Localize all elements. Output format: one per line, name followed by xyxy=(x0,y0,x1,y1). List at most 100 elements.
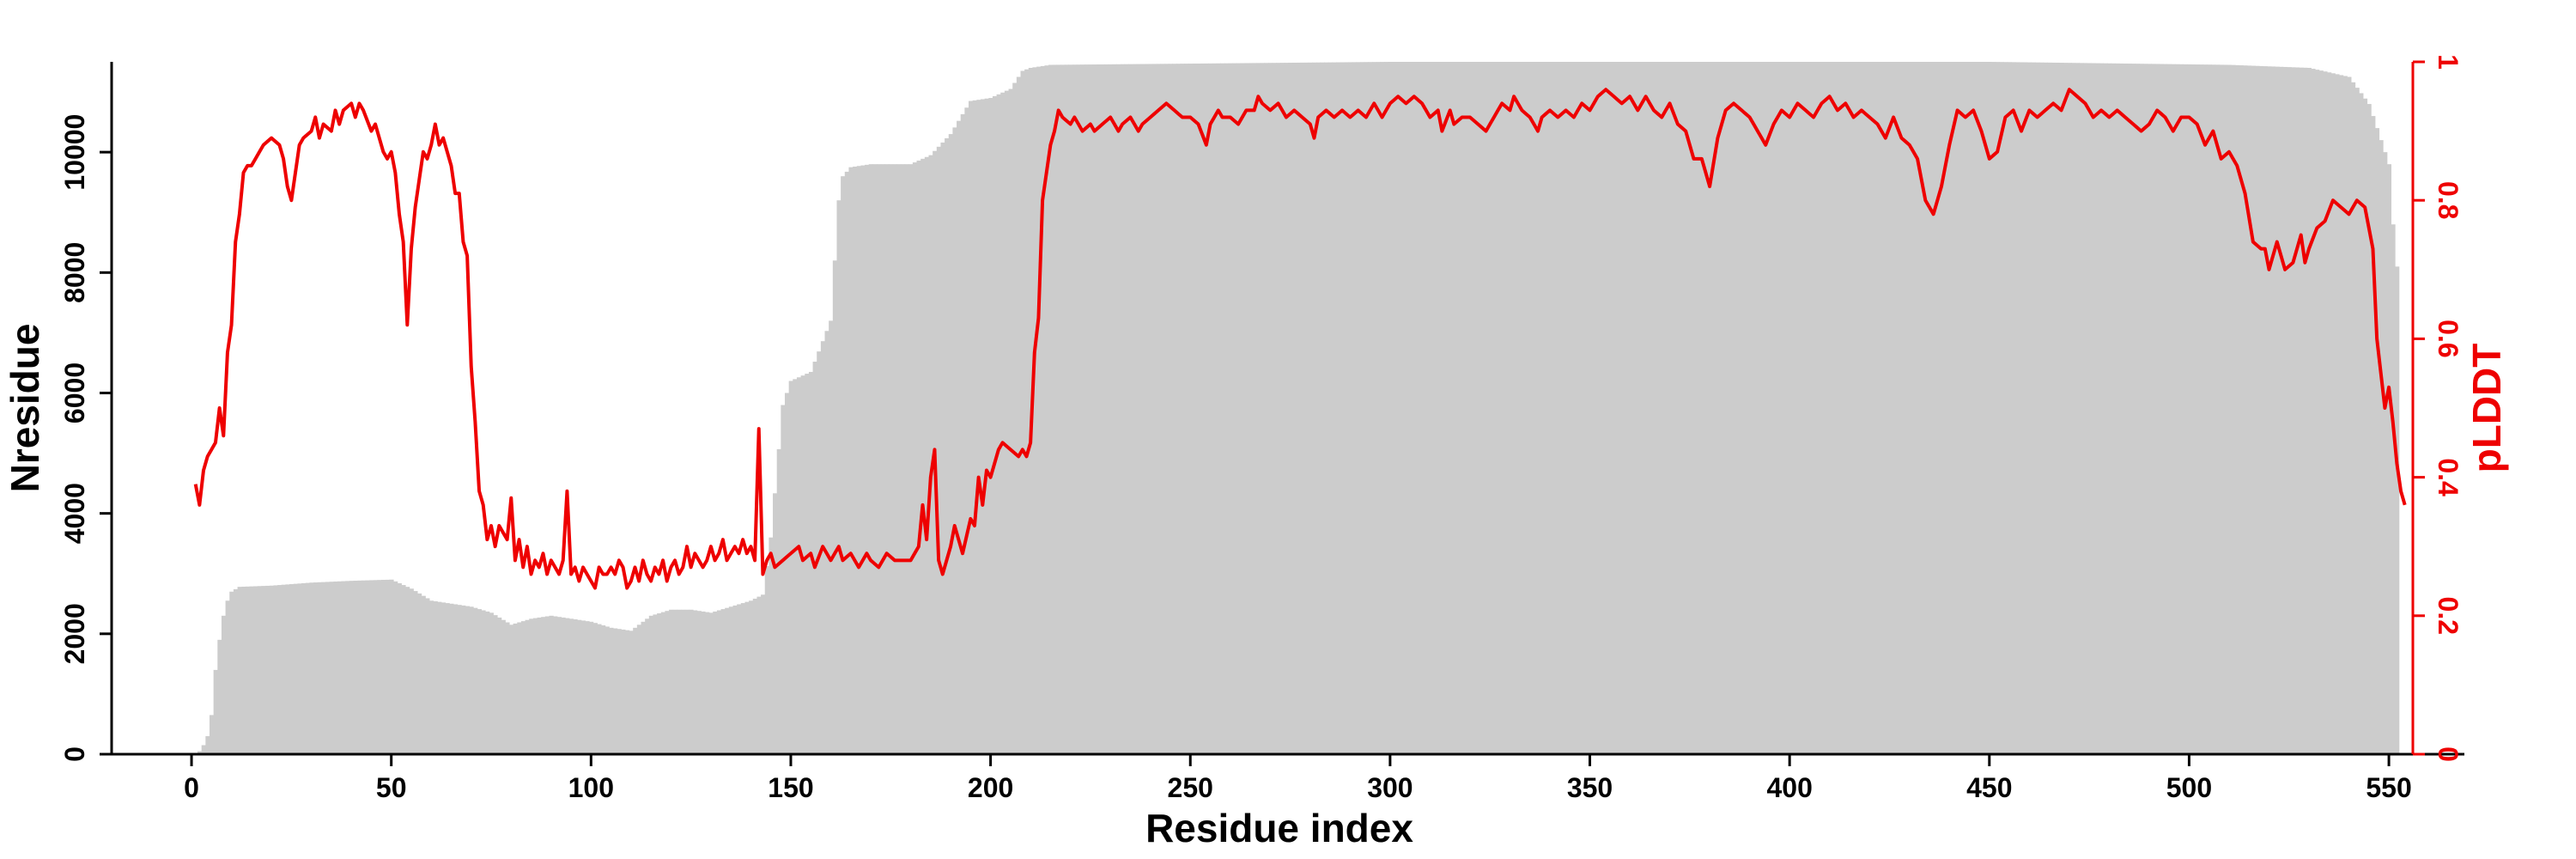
nresidue-bar xyxy=(245,586,251,754)
nresidue-bar xyxy=(2239,65,2244,754)
nresidue-bar xyxy=(1795,62,1801,754)
nresidue-bar xyxy=(1136,64,1141,755)
nresidue-bar xyxy=(2234,64,2240,755)
y-left-tick-label: 6000 xyxy=(59,362,90,423)
nresidue-bar xyxy=(1871,62,1876,754)
nresidue-bar xyxy=(2267,66,2272,754)
nresidue-bar xyxy=(2199,64,2204,755)
nresidue-bar xyxy=(896,164,902,754)
nresidue-bar xyxy=(2342,76,2348,755)
nresidue-bar xyxy=(1124,64,1129,755)
nresidue-bar xyxy=(1847,62,1852,754)
nresidue-bar xyxy=(532,618,538,754)
nresidue-bar xyxy=(621,629,626,754)
nresidue-bar xyxy=(609,627,614,754)
nresidue-bar xyxy=(465,606,471,754)
nresidue-bar xyxy=(1963,62,1968,754)
nresidue-bar xyxy=(2031,62,2036,754)
nresidue-bar xyxy=(924,156,930,755)
nresidue-bar xyxy=(1704,62,1709,754)
nresidue-bar xyxy=(2095,63,2100,754)
nresidue-bar xyxy=(2347,76,2352,754)
nresidue-bar xyxy=(713,611,718,754)
nresidue-bar xyxy=(553,616,558,754)
nresidue-bar xyxy=(2166,64,2172,754)
nresidue-bar xyxy=(481,610,486,754)
nresidue-bar xyxy=(1340,62,1345,755)
nresidue-bar xyxy=(1164,64,1170,754)
nresidue-bar xyxy=(2299,67,2304,754)
y-right-axis-title: pLDDT xyxy=(2464,344,2509,473)
nresidue-bar xyxy=(1443,62,1449,754)
nresidue-bar xyxy=(2251,65,2256,754)
nresidue-bar xyxy=(1284,63,1289,754)
nresidue-bar xyxy=(868,164,873,754)
nresidue-bar xyxy=(1368,62,1373,754)
nresidue-bar xyxy=(1875,62,1880,754)
nresidue-bar xyxy=(1324,62,1329,754)
nresidue-bar xyxy=(752,598,758,754)
nresidue-bar xyxy=(225,600,230,754)
nresidue-bar xyxy=(2311,69,2316,754)
nresidue-bar xyxy=(1827,62,1832,754)
nresidue-bar xyxy=(577,619,582,754)
nresidue-bar xyxy=(732,605,738,754)
nresidue-bar xyxy=(2330,73,2336,754)
nresidue-bar xyxy=(2142,64,2148,754)
nresidue-bar xyxy=(1555,62,1561,754)
nresidue-bar xyxy=(1547,62,1552,754)
nresidue-bar xyxy=(453,604,459,754)
nresidue-bar xyxy=(1431,62,1437,754)
nresidue-bar xyxy=(1935,62,1941,754)
nresidue-bar xyxy=(1356,62,1361,754)
nresidue-bar xyxy=(681,609,686,754)
tick-labels: 0 50 100 150 200 250 300 350 400 450 500 550 0 2000 40… xyxy=(59,54,2464,803)
nresidue-bar xyxy=(1636,62,1641,754)
nresidue-bar xyxy=(1851,62,1856,754)
nresidue-bar xyxy=(489,612,494,754)
nresidue-bar xyxy=(401,585,406,754)
nresidue-bar xyxy=(197,751,203,754)
nresidue-bar xyxy=(1692,62,1697,754)
nresidue-bar xyxy=(1048,64,1054,754)
nresidue-bar xyxy=(636,624,642,754)
nresidue-bar xyxy=(549,615,554,754)
nresidue-bar xyxy=(1352,62,1357,755)
nresidue-bar xyxy=(2147,64,2152,755)
nresidue-bar xyxy=(1472,62,1477,754)
nresidue-bar xyxy=(1979,62,1984,754)
nresidue-bar xyxy=(1308,62,1313,754)
nresidue-bar xyxy=(2350,82,2356,754)
nresidue-bar xyxy=(1436,62,1441,754)
nresidue-bar xyxy=(1336,62,1341,755)
nresidue-bar xyxy=(988,98,993,755)
nresidue-bar xyxy=(1791,62,1796,754)
nresidue-bar xyxy=(720,609,726,754)
nresidue-bar xyxy=(1092,64,1097,755)
nresidue-bar xyxy=(996,94,1001,755)
nresidue-bar xyxy=(1807,62,1813,754)
nresidue-bar xyxy=(1244,63,1249,755)
nresidue-bar xyxy=(612,628,618,754)
nresidue-bar xyxy=(2015,62,2020,754)
nresidue-bar xyxy=(1787,62,1793,754)
nresidue-bar xyxy=(2326,72,2332,754)
nresidue-bar xyxy=(1975,62,1980,754)
nresidue-bar xyxy=(585,621,590,754)
nresidue-bar xyxy=(716,610,722,754)
nresidue-bar xyxy=(1719,62,1724,754)
nresidue-bar xyxy=(409,588,414,754)
nresidue-bar xyxy=(600,625,606,754)
nresidue-bar xyxy=(321,582,326,754)
nresidue-bar xyxy=(1499,62,1505,754)
nresidue-bar xyxy=(1072,64,1078,754)
nresidue-bar xyxy=(573,619,578,754)
nresidue-bar xyxy=(1176,64,1182,754)
nresidue-bar xyxy=(2354,88,2360,754)
nresidue-bar xyxy=(285,584,290,754)
nresidue-bar xyxy=(473,607,478,754)
nresidue-bar xyxy=(1803,62,1808,754)
nresidue-bar xyxy=(1156,64,1161,754)
nresidue-bar xyxy=(1927,62,1932,754)
nresidue-bar xyxy=(2219,64,2224,754)
